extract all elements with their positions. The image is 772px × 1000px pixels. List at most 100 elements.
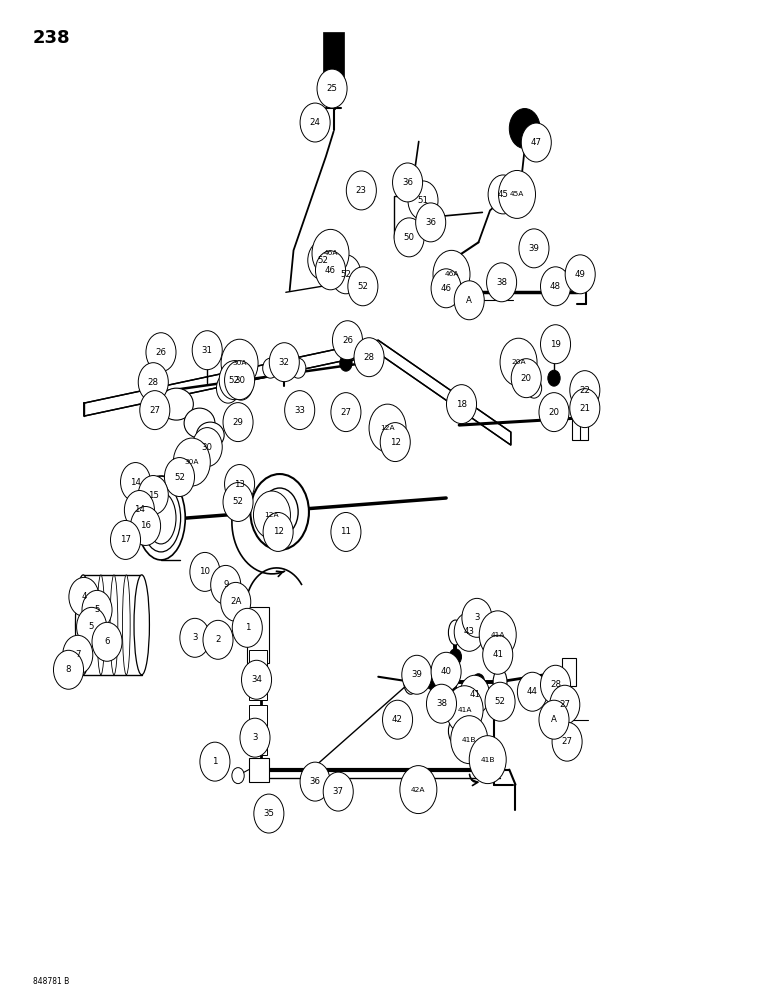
Circle shape <box>76 607 107 646</box>
Circle shape <box>540 325 571 364</box>
Circle shape <box>316 251 346 290</box>
Circle shape <box>392 163 422 202</box>
Circle shape <box>232 608 262 647</box>
Text: 3: 3 <box>252 733 258 742</box>
Ellipse shape <box>434 272 446 284</box>
Circle shape <box>232 768 244 784</box>
Text: 52: 52 <box>317 256 328 265</box>
Text: 3: 3 <box>474 613 479 622</box>
Text: A: A <box>465 294 474 307</box>
Circle shape <box>517 672 547 711</box>
Circle shape <box>53 650 83 689</box>
Text: 10: 10 <box>199 567 211 576</box>
Circle shape <box>431 652 461 691</box>
Text: 5: 5 <box>94 605 100 614</box>
Circle shape <box>261 488 298 536</box>
Text: 45: 45 <box>498 190 509 199</box>
Text: 28: 28 <box>550 680 561 689</box>
Circle shape <box>317 69 347 108</box>
Circle shape <box>454 612 484 651</box>
Circle shape <box>426 674 438 690</box>
Circle shape <box>539 393 569 432</box>
Text: 52: 52 <box>357 282 368 291</box>
Text: 47: 47 <box>531 138 542 147</box>
Circle shape <box>201 337 213 353</box>
Circle shape <box>570 371 600 410</box>
Circle shape <box>514 370 533 394</box>
Circle shape <box>431 269 461 308</box>
Circle shape <box>308 241 338 280</box>
Text: 41B: 41B <box>462 737 476 743</box>
Circle shape <box>192 331 222 370</box>
Circle shape <box>216 373 239 403</box>
Circle shape <box>224 357 247 387</box>
Bar <box>573 404 588 440</box>
Circle shape <box>331 393 361 432</box>
Circle shape <box>229 370 252 400</box>
Ellipse shape <box>141 484 181 552</box>
Text: 39: 39 <box>529 244 540 253</box>
Text: 8: 8 <box>66 665 71 674</box>
Circle shape <box>482 635 513 674</box>
Text: 28: 28 <box>147 378 159 387</box>
Circle shape <box>454 281 484 320</box>
Text: 41B: 41B <box>480 757 495 763</box>
Circle shape <box>223 483 253 521</box>
Text: 36: 36 <box>310 777 320 786</box>
Text: 27: 27 <box>559 700 571 709</box>
Text: 15: 15 <box>147 491 159 500</box>
Ellipse shape <box>184 408 215 438</box>
Text: 11: 11 <box>340 527 351 536</box>
Circle shape <box>180 618 210 657</box>
Text: 43: 43 <box>464 627 475 636</box>
Circle shape <box>400 766 437 814</box>
Circle shape <box>331 512 361 551</box>
Text: 41A: 41A <box>457 707 472 713</box>
Text: 22: 22 <box>579 386 591 395</box>
Circle shape <box>426 684 456 723</box>
Text: 27: 27 <box>149 406 161 415</box>
Circle shape <box>488 175 518 214</box>
Ellipse shape <box>137 476 185 560</box>
Circle shape <box>418 201 428 213</box>
Text: 46A: 46A <box>323 250 338 256</box>
Circle shape <box>219 361 249 400</box>
Circle shape <box>285 391 315 430</box>
Circle shape <box>394 218 424 257</box>
Ellipse shape <box>134 575 150 675</box>
Circle shape <box>540 267 571 306</box>
Text: 45A: 45A <box>510 191 524 197</box>
Circle shape <box>369 404 406 452</box>
Text: 28: 28 <box>364 353 374 362</box>
Circle shape <box>539 700 569 739</box>
Text: 14: 14 <box>130 478 141 487</box>
Bar <box>562 658 576 686</box>
Bar <box>247 607 269 663</box>
Text: 42: 42 <box>392 715 403 724</box>
Text: 36: 36 <box>402 178 413 187</box>
Ellipse shape <box>404 669 418 694</box>
Circle shape <box>82 590 112 629</box>
Circle shape <box>511 359 541 398</box>
Circle shape <box>330 250 342 266</box>
Circle shape <box>485 682 515 721</box>
Text: 44: 44 <box>527 687 538 696</box>
Circle shape <box>225 361 255 400</box>
Text: 12A: 12A <box>265 512 279 518</box>
Text: 1: 1 <box>245 623 250 632</box>
Polygon shape <box>84 340 511 445</box>
Text: 50: 50 <box>404 233 415 242</box>
Text: 26: 26 <box>155 348 167 357</box>
Circle shape <box>146 333 176 372</box>
Text: 12: 12 <box>390 438 401 447</box>
Text: 31: 31 <box>201 346 213 355</box>
Circle shape <box>200 742 230 781</box>
Text: 848781 B: 848781 B <box>33 977 69 986</box>
Circle shape <box>263 512 293 551</box>
Circle shape <box>565 255 595 294</box>
Circle shape <box>383 700 412 739</box>
Text: 33: 33 <box>294 406 305 415</box>
Text: 38: 38 <box>436 699 447 708</box>
Circle shape <box>300 762 330 801</box>
Text: 16: 16 <box>140 521 151 530</box>
